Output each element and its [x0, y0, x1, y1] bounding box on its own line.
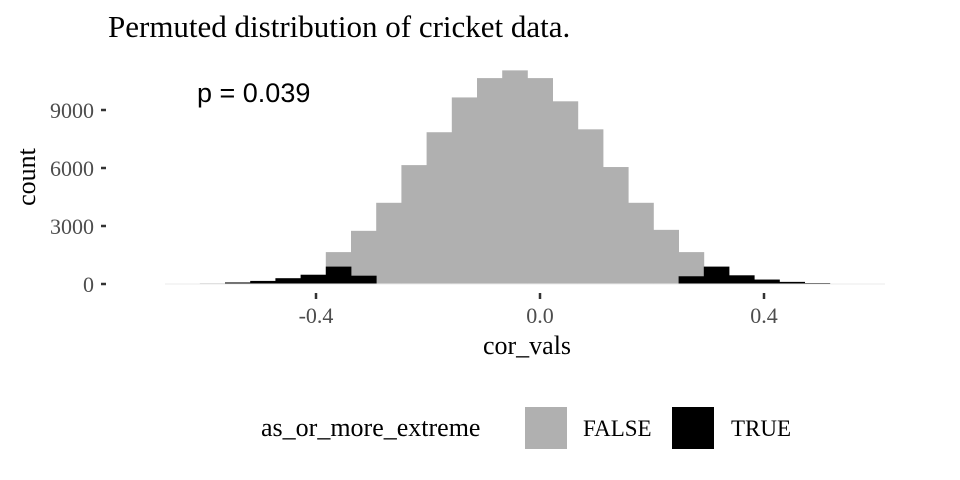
chart-title: Permuted distribution of cricket data.: [108, 9, 570, 44]
x-axis-label: cor_vals: [483, 331, 571, 360]
bar-false: [376, 202, 402, 284]
bar-true: [678, 276, 705, 284]
bar-true: [754, 279, 780, 284]
y-axis: 0 3000 6000 9000: [50, 98, 106, 297]
x-tick-label: 0.0: [526, 303, 554, 328]
y-axis-label: count: [12, 147, 41, 206]
bar-false: [401, 165, 427, 284]
p-value-annotation: p = 0.039: [197, 78, 310, 108]
bar-false: [451, 97, 478, 285]
legend: as_or_more_extreme FALSE TRUE: [261, 407, 791, 449]
y-tick-label: 6000: [50, 156, 94, 181]
legend-label-true: TRUE: [731, 416, 791, 441]
x-tick-label: 0.4: [750, 303, 778, 328]
plot-bars: [174, 70, 856, 285]
bar-true: [351, 275, 377, 284]
bar-false: [477, 78, 503, 284]
bar-true: [300, 274, 327, 284]
bar-false: [502, 70, 528, 285]
bar-false: [426, 132, 453, 284]
bar-true: [250, 280, 276, 284]
bar-false: [351, 230, 377, 284]
bar-false: [527, 78, 553, 284]
bar-false: [653, 229, 679, 284]
bar-false: [603, 167, 629, 284]
legend-label-false: FALSE: [583, 416, 652, 441]
bar-true: [225, 282, 251, 284]
bar-true: [729, 275, 755, 284]
bar-false: [552, 101, 579, 284]
bar-false: [577, 129, 604, 284]
bar-true: [325, 266, 352, 284]
bar-true: [703, 266, 730, 284]
y-tick-label: 9000: [50, 98, 94, 123]
x-axis: -0.4 0.0 0.4: [299, 293, 778, 328]
y-tick-label: 0: [83, 272, 94, 297]
y-tick-label: 3000: [50, 214, 94, 239]
bar-false: [628, 202, 654, 284]
x-tick-label: -0.4: [299, 303, 334, 328]
legend-title: as_or_more_extreme: [261, 413, 480, 442]
bar-true: [275, 278, 301, 284]
legend-key-true: [672, 407, 714, 449]
legend-key-false: [525, 407, 567, 449]
bar-true: [779, 281, 805, 284]
